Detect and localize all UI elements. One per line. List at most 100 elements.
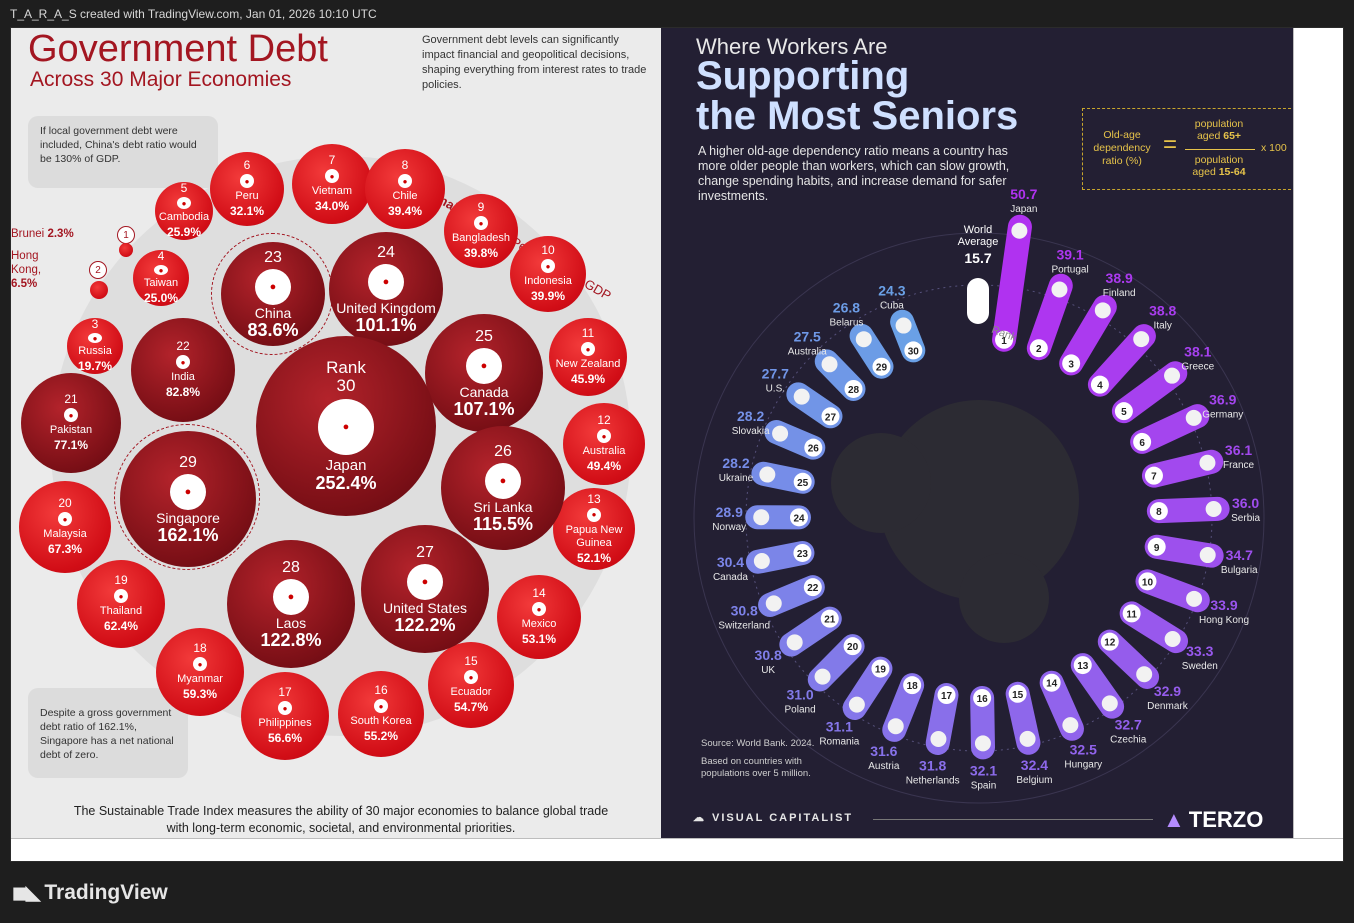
country-name: Russia <box>78 345 112 357</box>
chart-canvas[interactable]: Government Debt Across 30 Major Economie… <box>10 27 1344 862</box>
rank-marker <box>1008 684 1027 703</box>
rank-marker <box>904 341 923 360</box>
country-name: Spain <box>971 780 997 791</box>
country-name: Myanmar <box>177 673 223 685</box>
time-scale[interactable] <box>11 838 1343 861</box>
country-name: Hong Kong <box>1199 615 1249 626</box>
debt-bubble: 10 ● Indonesia 39.9% <box>510 236 586 312</box>
rank-marker <box>872 357 891 376</box>
rank-marker <box>1062 354 1081 373</box>
dependency-value: 24.3 <box>878 283 905 299</box>
country-flag-icon <box>1062 717 1079 734</box>
formula-lhs: Old-age dependency ratio (%) <box>1093 129 1151 167</box>
country-flag-icon: ● <box>466 347 502 384</box>
dependency-value: 31.6 <box>870 743 897 759</box>
country-flag-icon: ● <box>318 398 374 455</box>
country-name: Indonesia <box>524 275 572 287</box>
country-rank: 5 <box>180 181 188 195</box>
rank-number: 29 <box>876 363 888 374</box>
infographic-title-line2: Supporting <box>696 54 910 98</box>
rank-number: 22 <box>807 583 819 594</box>
country-name: Czechia <box>1110 735 1147 746</box>
country-name: Belarus <box>829 317 863 328</box>
rank-number: 10 <box>1142 577 1154 588</box>
country-value: 54.7% <box>453 700 489 714</box>
rank-number: 23 <box>797 549 809 560</box>
country-name: Portugal <box>1051 264 1088 275</box>
country-value: 45.9% <box>570 372 606 386</box>
debt-bubble: 20 ● Malaysia 67.3% <box>19 481 111 573</box>
dependency-value: 32.9 <box>1154 683 1181 699</box>
terzo-logo: ▲ TERZO <box>1163 807 1264 832</box>
country-flag-icon <box>1051 281 1068 298</box>
radial-bar-chart: 1 50.7 Japan 2 39.1 Portugal 3 38.9 Finland 4 38.8… <box>693 186 1265 804</box>
rank-number: 18 <box>907 681 919 692</box>
rank-marker <box>1090 375 1109 394</box>
country-name: Laos <box>275 614 307 631</box>
debt-bubble: 18 ● Myanmar 59.3% <box>156 628 244 716</box>
dependency-value: 36.1 <box>1225 442 1252 458</box>
country-rank: 23 <box>264 248 282 266</box>
country-name: Cuba <box>880 301 904 312</box>
infographic-title-line1: Where Workers Are <box>696 34 888 59</box>
rank-number: 28 <box>848 385 860 396</box>
country-name: France <box>1223 460 1255 471</box>
dependency-value: 31.8 <box>919 758 946 774</box>
debt-bubble: 5 ● Cambodia 25.9% <box>155 182 213 240</box>
country-flag-icon: ● <box>325 169 339 183</box>
country-value: 53.1% <box>521 632 557 646</box>
dependency-value: 26.8 <box>833 299 860 315</box>
country-name: Hungary <box>1064 759 1102 770</box>
country-name: Belgium <box>1016 775 1052 786</box>
rank-marker <box>1029 339 1048 358</box>
country-name: Slovakia <box>732 426 770 437</box>
country-value: 107.1% <box>453 398 515 419</box>
country-name: Bulgaria <box>1221 565 1258 576</box>
world-average-label: World Average <box>957 224 999 248</box>
rank-number: 12 <box>1104 638 1116 649</box>
country-flag-icon: ● <box>407 563 443 600</box>
chart-header: T_A_R_A_S created with TradingView.com, … <box>10 7 377 21</box>
country-flag-icon <box>1136 666 1153 683</box>
hong-kong-label: Hong Kong, 6.5% <box>11 250 42 290</box>
country-name: Sweden <box>1182 661 1218 672</box>
country-name: Greece <box>1181 362 1214 373</box>
country-name: Netherlands <box>906 776 960 787</box>
country-rank: 26 <box>494 442 512 460</box>
brand-footer: ☁ VISUAL CAPITALIST ▲ TERZO <box>693 807 1263 832</box>
country-name: Romania <box>819 736 859 747</box>
rank-number: 17 <box>941 691 953 702</box>
country-flag-icon <box>821 356 838 373</box>
country-name: Bangladesh <box>451 232 511 244</box>
country-flag-icon <box>1019 730 1036 747</box>
country-rank: 12 <box>597 413 611 427</box>
country-value: 19.7% <box>77 359 113 373</box>
formula-equals: = <box>1163 131 1178 158</box>
country-flag-icon <box>786 634 803 651</box>
debt-bubble: 8 ● Chile 39.4% <box>365 149 445 229</box>
debt-bubble: 12 ● Australia 49.4% <box>563 403 645 485</box>
country-rank: 20 <box>58 496 72 510</box>
tradingview-logo[interactable]: ◼◣ TradingView <box>12 881 168 904</box>
debt-bubble: 6 ● Peru 32.1% <box>210 152 284 226</box>
country-flag-icon <box>855 331 872 348</box>
country-flag-icon: ● <box>240 174 254 188</box>
country-value: 56.6% <box>267 731 303 745</box>
country-flag-icon: ● <box>255 268 291 305</box>
country-flag-icon: ● <box>114 589 128 603</box>
country-value: 62.4% <box>103 619 139 633</box>
debt-bubble: 11 ● New Zealand 45.9% <box>549 318 627 396</box>
formula-bar <box>1185 149 1255 150</box>
country-flag-icon <box>793 388 810 405</box>
country-value: 25.0% <box>143 291 179 305</box>
country-rank: 15 <box>464 654 478 668</box>
rank-marker <box>973 688 992 707</box>
rank-number: 14 <box>1046 679 1058 690</box>
footer-divider <box>873 819 1153 820</box>
country-flag-icon: ● <box>398 174 412 188</box>
rank-marker <box>1042 673 1061 692</box>
country-name: United Kingdom <box>336 299 436 316</box>
rank-number: 9 <box>1154 543 1160 554</box>
debt-bubble: 3 ● Russia 19.7% <box>67 318 123 374</box>
country-flag-icon: ● <box>278 701 292 715</box>
